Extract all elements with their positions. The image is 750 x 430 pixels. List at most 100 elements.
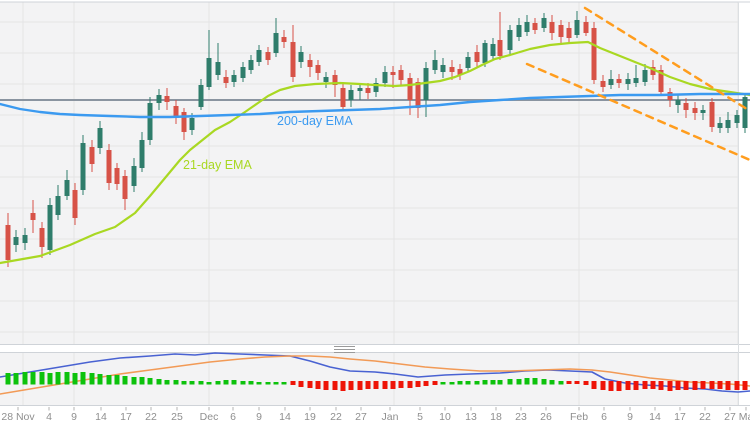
- macd-histogram-bar: [734, 381, 740, 390]
- macd-histogram-bar: [591, 381, 597, 389]
- candle-body: [633, 78, 639, 83]
- macd-histogram-bar: [332, 381, 338, 390]
- macd-histogram-bar: [382, 381, 388, 389]
- macd-histogram-bar: [114, 375, 120, 385]
- candle-body: [423, 68, 429, 100]
- candle-body: [307, 60, 313, 67]
- candle-body: [616, 79, 622, 83]
- macd-histogram-bar: [30, 372, 36, 385]
- macd-histogram-bar: [390, 381, 396, 389]
- candle-body: [173, 106, 179, 118]
- candle-body: [658, 70, 664, 92]
- x-axis-label: 6: [230, 411, 236, 423]
- macd-histogram-bar: [398, 381, 404, 388]
- macd-histogram-bar: [5, 373, 11, 385]
- macd-histogram-bar: [298, 381, 304, 387]
- macd-histogram-bar: [55, 372, 61, 385]
- macd-histogram-bar: [147, 378, 153, 385]
- x-axis-label: 4: [46, 411, 52, 423]
- x-axis-label: 14: [279, 411, 291, 423]
- candle-body: [440, 65, 446, 72]
- macd-histogram-bar: [248, 381, 254, 385]
- x-axis-label: 22: [145, 411, 157, 423]
- candle-body: [198, 85, 204, 107]
- candle-body: [717, 123, 723, 128]
- macd-histogram-bar: [47, 373, 53, 385]
- candle-body: [298, 52, 304, 62]
- macd-histogram-bar: [692, 381, 698, 390]
- candle-body: [273, 33, 279, 53]
- macd-histogram-bar: [742, 381, 748, 390]
- macd-histogram-bar: [725, 381, 731, 390]
- candle-body: [549, 22, 555, 33]
- candle-body: [457, 69, 463, 75]
- candle-body: [72, 190, 78, 218]
- macd-histogram-bar: [315, 381, 321, 389]
- candle-body: [348, 90, 354, 100]
- x-axis-label: 17: [674, 411, 686, 423]
- candle-body: [583, 22, 589, 33]
- macd-histogram-bar: [616, 381, 622, 391]
- x-axis-label: 26: [540, 411, 552, 423]
- candle-body: [482, 43, 488, 63]
- candle-body: [206, 58, 212, 87]
- candle-body: [516, 25, 522, 37]
- x-axis-label: 14: [649, 411, 661, 423]
- macd-histogram-bar: [131, 377, 137, 385]
- macd-histogram-bar: [558, 381, 564, 385]
- candle-body: [574, 20, 580, 35]
- macd-histogram-bar: [106, 375, 112, 385]
- candle-body: [114, 168, 120, 184]
- candle-body: [497, 40, 503, 56]
- macd-histogram-bar: [373, 381, 379, 389]
- macd-histogram-bar: [22, 372, 28, 385]
- candle-body: [625, 79, 631, 84]
- macd-histogram-bar: [541, 379, 547, 385]
- candle-body: [415, 82, 421, 108]
- macd-histogram-bar: [507, 379, 513, 385]
- candle-body: [474, 52, 480, 62]
- candle-body: [215, 62, 221, 75]
- candle-body: [323, 77, 329, 82]
- macd-histogram-bar: [549, 380, 555, 385]
- x-axis-label: 10: [439, 411, 451, 423]
- candle-body: [89, 147, 95, 164]
- candle-body: [265, 52, 271, 60]
- macd-histogram-bar: [281, 382, 287, 385]
- x-axis-label: 28 Nov: [1, 411, 35, 423]
- macd-histogram-bar: [497, 380, 503, 385]
- wedge-upper-trendline: [583, 6, 750, 113]
- candle-body: [365, 88, 371, 93]
- candle-body: [281, 37, 287, 42]
- ema21-line: [0, 40, 750, 265]
- macd-histogram-bar: [675, 381, 681, 390]
- candle-body: [139, 140, 145, 168]
- candle-body: [725, 120, 731, 128]
- candle-body: [315, 65, 321, 73]
- x-axis-label: Feb: [569, 411, 589, 423]
- macd-histogram-bar: [633, 381, 639, 390]
- macd-histogram-bar: [465, 381, 471, 385]
- macd-histogram-bar: [600, 381, 606, 390]
- x-axis-label: 14: [95, 411, 107, 423]
- candle-body: [683, 103, 689, 110]
- macd-histogram-bar: [156, 379, 162, 385]
- x-axis-label: 23: [515, 411, 527, 423]
- x-axis: 28 Nov 4 9 14 17 22 25 Dec 6 9 14 19 22 27 Jan 5 10 13 18 2…: [0, 411, 750, 427]
- candle-body: [248, 60, 254, 70]
- candle-body: [80, 143, 86, 190]
- x-axis-label: Ma: [738, 411, 750, 423]
- macd-histogram-bar: [482, 380, 488, 385]
- candle-body: [223, 77, 229, 83]
- panel-resize-handle[interactable]: [334, 346, 355, 353]
- macd-histogram-bar: [215, 381, 221, 385]
- x-axis-label: 22: [330, 411, 342, 423]
- candle-body: [181, 112, 187, 132]
- x-axis-label: 9: [256, 411, 262, 423]
- x-axis-label: 19: [304, 411, 316, 423]
- macd-histogram-bar: [532, 378, 538, 385]
- macd-histogram-bar: [490, 380, 496, 385]
- x-axis-label: 18: [490, 411, 502, 423]
- candle-body: [55, 196, 61, 215]
